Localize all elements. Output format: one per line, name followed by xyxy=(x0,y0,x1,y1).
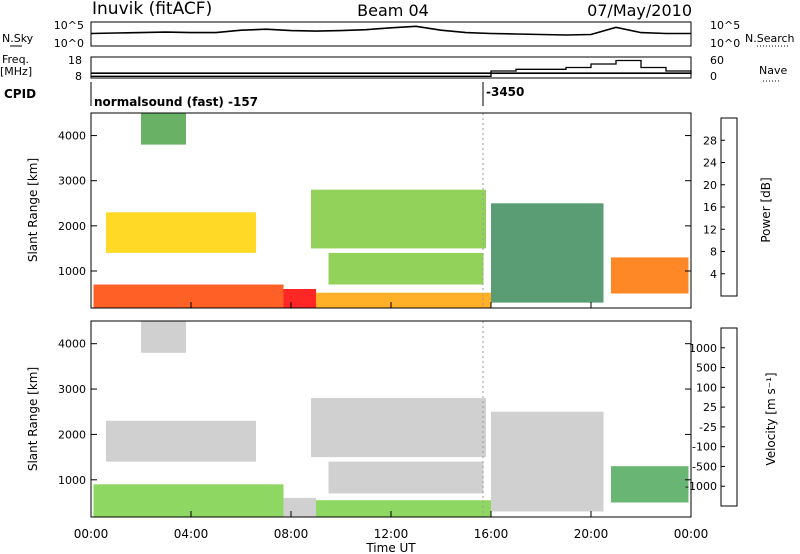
xtick-label-2: 08:00 xyxy=(274,527,309,541)
power-band-3 xyxy=(611,257,689,294)
cpid-entry-0: normalsound (fast) -157 xyxy=(94,95,258,109)
velocity-band-1 xyxy=(283,497,316,517)
beam-title: Beam 04 xyxy=(357,1,429,20)
power-ytick-label-2: 3000 xyxy=(58,175,86,188)
velocity-colorbar-label-0: 1000 xyxy=(689,342,717,355)
power-band-7 xyxy=(491,203,604,303)
nsky-label: N.Sky xyxy=(2,32,34,45)
velocity-y-axis-label: Slant Range [km] xyxy=(26,367,40,471)
velocity-band-6 xyxy=(328,461,484,494)
power-band-8 xyxy=(141,113,186,145)
freq-label: Freq. xyxy=(2,53,29,66)
nsearch-label: N.Search xyxy=(745,32,795,45)
nsearch-right-tick-top: 10^5 xyxy=(710,19,740,32)
velocity-ytick-label-1: 2000 xyxy=(58,428,86,441)
velocity-colorbar-label: Velocity [m s⁻¹] xyxy=(764,372,778,465)
nave-label: Nave xyxy=(759,64,787,77)
freq-unit: [MHz] xyxy=(0,65,32,78)
nsky-series xyxy=(90,25,691,36)
power-y-axis-label: Slant Range [km] xyxy=(26,158,40,262)
velocity-colorbar-label-3: 25 xyxy=(703,401,717,414)
velocity-band-8 xyxy=(141,321,186,353)
power-colorbar-label-6: 28 xyxy=(703,134,717,147)
station-title: Inuvik (fitACF) xyxy=(92,0,212,19)
xtick-label-4: 16:00 xyxy=(474,527,509,541)
power-ytick-label-0: 1000 xyxy=(58,265,86,278)
velocity-ytick-label-2: 3000 xyxy=(58,383,86,396)
velocity-band-4 xyxy=(106,420,256,462)
velocity-band-3 xyxy=(611,466,689,503)
freq-series xyxy=(91,59,692,77)
nsky-left-tick-top: 10^5 xyxy=(54,19,84,32)
velocity-y-axis-ticks: 1000 2000 3000 4000 xyxy=(58,338,691,487)
velocity-ytick-label-3: 4000 xyxy=(58,338,86,351)
velocity-band-2 xyxy=(316,500,491,517)
power-colorbar-label: Power [dB] xyxy=(759,177,773,242)
nsearch-right-tick-bottom: 10^0 xyxy=(710,37,740,50)
velocity-colorbar-label-4: -25 xyxy=(699,421,717,434)
xtick-label-3: 12:00 xyxy=(374,527,409,541)
xtick-label-0: 00:00 xyxy=(74,527,109,541)
velocity-ytick-label-0: 1000 xyxy=(58,474,86,487)
velocity-colorbar-label-6: -500 xyxy=(692,460,717,473)
xtick-label-1: 04:00 xyxy=(174,527,209,541)
velocity-band-5 xyxy=(311,398,486,458)
nave-line xyxy=(91,59,692,77)
freq-left-tick-top: 18 xyxy=(68,54,82,67)
nave-right-tick-bottom: 0 xyxy=(710,70,717,83)
xtick-label-6: 00:00 xyxy=(674,527,709,541)
freq-panel: Freq. [MHz] 18 8 60 0 Nave xyxy=(0,53,787,83)
power-band-4 xyxy=(106,212,256,253)
power-ytick-label-3: 4000 xyxy=(58,130,86,143)
nsky-line xyxy=(90,25,691,36)
power-colorbar-label-4: 20 xyxy=(703,179,717,192)
date-title: 07/May/2010 xyxy=(587,1,692,20)
power-band-2 xyxy=(316,292,491,308)
power-band-6 xyxy=(328,252,484,285)
cpid-entry-1: -3450 xyxy=(486,85,524,99)
power-y-axis-ticks: 1000 2000 3000 4000 xyxy=(58,130,691,278)
power-band-5 xyxy=(311,189,486,249)
power-colorbar-label-3: 16 xyxy=(703,201,717,214)
velocity-colorbar-label-1: 500 xyxy=(696,362,717,375)
cpid-label: CPID xyxy=(4,87,36,101)
power-ytick-label-1: 2000 xyxy=(58,220,86,233)
velocity-band-0 xyxy=(93,484,284,517)
power-colorbar: 4 8 12 16 20 24 28 xyxy=(703,117,738,297)
xtick-label-5: 20:00 xyxy=(574,527,609,541)
velocity-colorbar-label-2: 100 xyxy=(696,381,717,394)
nsky-left-tick-bottom: 10^0 xyxy=(54,37,84,50)
power-colorbar-label-2: 12 xyxy=(703,223,717,236)
velocity-x-axis-ticks: 00:00 04:00 08:00 12:00 16:00 20:00 00:00 xyxy=(74,302,709,541)
freq-left-tick-bottom: 8 xyxy=(75,70,82,83)
velocity-data-marks xyxy=(93,321,689,517)
nsky-frame xyxy=(90,21,692,47)
power-colorbar-label-1: 8 xyxy=(710,246,717,259)
power-colorbar-label-5: 24 xyxy=(703,157,717,170)
velocity-band-7 xyxy=(491,411,604,512)
freq-frame xyxy=(90,56,692,79)
power-band-1 xyxy=(283,289,316,308)
power-data-marks xyxy=(93,113,689,308)
power-panel: 1000 2000 3000 4000 Slant Range [km] 4 8 12 16… xyxy=(26,112,773,309)
power-band-0 xyxy=(93,284,284,308)
time-axis-label: Time UT xyxy=(365,541,416,554)
velocity-colorbar-label-5: -100 xyxy=(692,441,717,454)
cpid-panel: CPID normalsound (fast) -157 -3450 xyxy=(4,82,524,109)
nsky-panel: N.Sky 10^5 10^0 10^5 10^0 N.Search xyxy=(2,19,795,50)
power-colorbar-label-0: 4 xyxy=(710,268,717,281)
velocity-colorbar: 1000 500 100 25 -25 -100 -500 -1000 xyxy=(685,327,738,507)
velocity-colorbar-frame xyxy=(720,327,738,507)
velocity-colorbar-label-7: -1000 xyxy=(685,480,717,493)
nave-right-tick-top: 60 xyxy=(710,54,724,67)
